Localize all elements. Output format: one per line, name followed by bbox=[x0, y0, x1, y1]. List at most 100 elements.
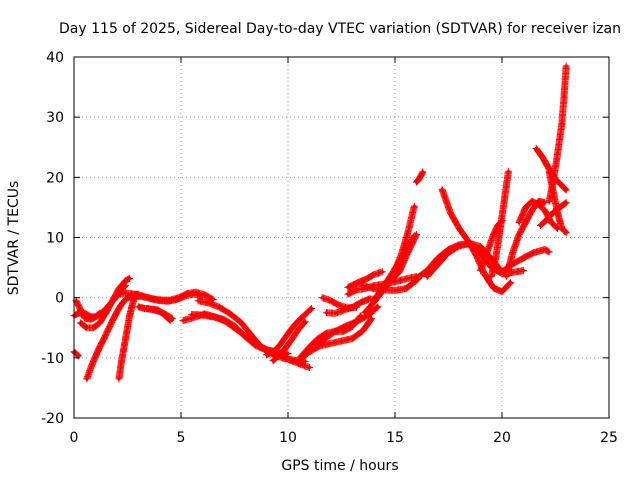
data-point bbox=[547, 169, 551, 173]
data-point bbox=[491, 286, 495, 290]
x-tick-label: 15 bbox=[386, 430, 404, 446]
y-tick-label: 30 bbox=[46, 110, 64, 126]
series-arc-27 bbox=[412, 168, 427, 186]
data-point bbox=[303, 320, 307, 324]
data-point bbox=[354, 281, 359, 285]
data-point bbox=[412, 204, 416, 208]
data-point bbox=[523, 205, 528, 209]
data-point bbox=[425, 269, 429, 273]
data-point bbox=[509, 281, 513, 285]
data-point bbox=[158, 309, 162, 314]
y-tick-label: 20 bbox=[46, 170, 64, 186]
data-point bbox=[414, 180, 418, 184]
data-point bbox=[359, 317, 363, 321]
data-point bbox=[440, 187, 444, 191]
data-point bbox=[211, 297, 215, 302]
data-point bbox=[547, 250, 551, 254]
data-point bbox=[217, 305, 222, 309]
data-point bbox=[498, 229, 502, 234]
data-point bbox=[556, 151, 560, 155]
data-point bbox=[284, 346, 288, 350]
data-point bbox=[316, 337, 320, 341]
series-arc-38 bbox=[545, 167, 570, 237]
data-point bbox=[211, 315, 215, 319]
data-point bbox=[543, 208, 547, 212]
x-axis-label: GPS time / hours bbox=[281, 458, 398, 474]
data-point bbox=[277, 353, 281, 357]
data-point bbox=[177, 296, 181, 300]
data-point bbox=[536, 202, 541, 206]
data-point bbox=[78, 308, 82, 312]
data-point bbox=[564, 188, 568, 192]
data-point bbox=[106, 328, 110, 332]
data-point bbox=[538, 223, 543, 228]
data-point bbox=[523, 220, 528, 225]
series-arc-20 bbox=[318, 294, 360, 312]
data-point bbox=[419, 174, 423, 178]
data-point bbox=[117, 287, 121, 291]
data-point bbox=[479, 250, 483, 255]
series-arc-16 bbox=[295, 315, 375, 365]
data-point bbox=[500, 272, 504, 276]
data-point bbox=[222, 317, 226, 321]
data-point bbox=[466, 238, 470, 243]
data-point bbox=[556, 211, 560, 215]
data-point bbox=[329, 299, 333, 303]
y-tick-label: -20 bbox=[41, 411, 64, 427]
data-point bbox=[491, 232, 495, 237]
data-point bbox=[299, 355, 303, 359]
data-point bbox=[89, 317, 93, 321]
data-point bbox=[564, 231, 568, 235]
data-point bbox=[367, 312, 371, 317]
data-point bbox=[91, 326, 95, 330]
data-point bbox=[324, 311, 329, 315]
data-point bbox=[297, 359, 301, 363]
data-point bbox=[436, 256, 440, 260]
data-point bbox=[115, 293, 119, 297]
data-point bbox=[309, 306, 314, 311]
data-point bbox=[393, 269, 397, 273]
data-point bbox=[95, 314, 100, 318]
data-point bbox=[170, 317, 174, 321]
y-tick-label: 40 bbox=[46, 50, 64, 66]
data-point bbox=[119, 303, 123, 307]
data-point bbox=[457, 244, 461, 248]
data-point bbox=[560, 184, 564, 188]
data-point bbox=[372, 299, 376, 303]
series-arc-32 bbox=[487, 167, 512, 281]
data-point bbox=[346, 285, 350, 289]
data-point bbox=[350, 337, 354, 341]
data-point bbox=[121, 350, 125, 354]
data-point bbox=[290, 337, 294, 341]
data-point bbox=[228, 312, 232, 316]
data-point bbox=[194, 290, 198, 294]
data-point bbox=[243, 335, 247, 339]
data-point bbox=[307, 365, 311, 370]
data-point bbox=[412, 234, 416, 238]
series-arc-30 bbox=[438, 185, 515, 296]
grid-lines bbox=[74, 57, 609, 418]
series-arc-15 bbox=[269, 318, 309, 365]
data-point bbox=[320, 296, 324, 300]
y-tick-label: 10 bbox=[46, 231, 64, 247]
data-point bbox=[545, 217, 549, 221]
data-point bbox=[136, 305, 140, 309]
data-point bbox=[123, 338, 127, 342]
data-point bbox=[511, 250, 515, 255]
data-point bbox=[128, 314, 132, 318]
data-point bbox=[436, 263, 440, 267]
data-point bbox=[185, 291, 189, 296]
data-point bbox=[410, 282, 414, 286]
data-point bbox=[376, 305, 380, 309]
data-point bbox=[117, 377, 121, 381]
data-point bbox=[102, 337, 106, 341]
data-point bbox=[562, 94, 566, 98]
data-point bbox=[104, 311, 108, 315]
data-point bbox=[406, 276, 410, 280]
series-arc-14 bbox=[263, 305, 315, 359]
data-point bbox=[502, 199, 506, 203]
data-point bbox=[372, 273, 376, 277]
data-point bbox=[511, 262, 515, 266]
x-tick-label: 0 bbox=[70, 430, 79, 446]
